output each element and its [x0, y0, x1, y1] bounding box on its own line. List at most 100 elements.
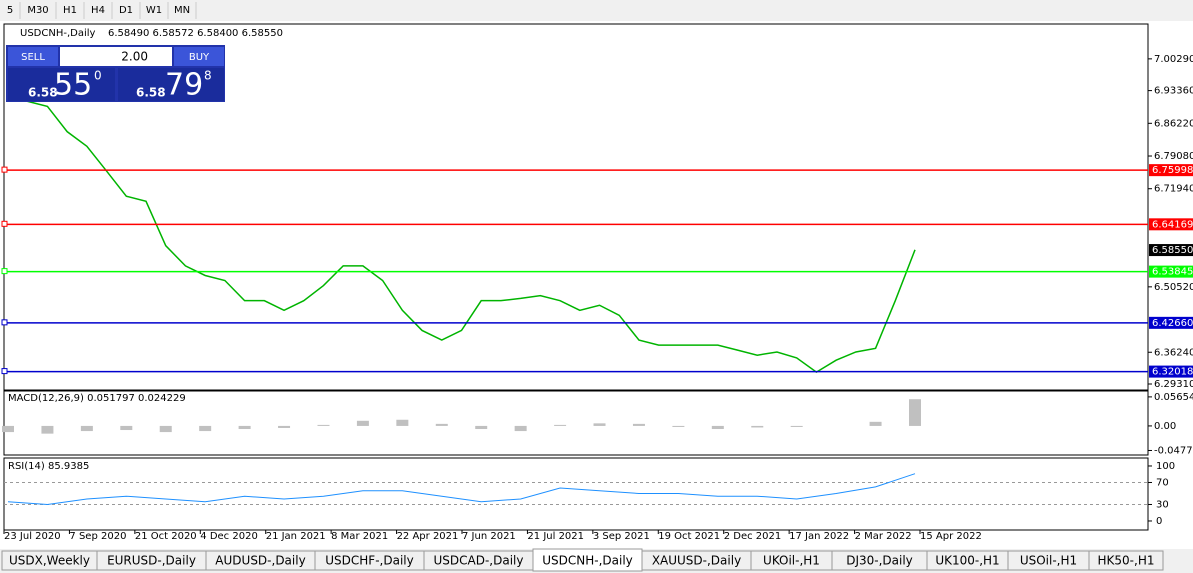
sell[interactable]: SELL — [21, 52, 45, 63]
date-label: 19 Oct 2021 — [658, 531, 720, 542]
macd-bar — [869, 421, 882, 426]
tab-label[interactable]: AUDUSD-,Daily — [215, 554, 305, 568]
symbol: USDCNH-,Daily — [20, 28, 96, 39]
price-label: 6.86220 — [1154, 118, 1193, 129]
macd-bar — [909, 399, 921, 426]
macd-tick-label: 0.00 — [1154, 421, 1176, 432]
current-tag — [1149, 244, 1193, 257]
rsi-tick-label: 70 — [1156, 477, 1169, 488]
macd-tick-label: 0.05654 — [1154, 392, 1193, 403]
timeframe[interactable]: M30 — [27, 5, 48, 16]
volume-box[interactable] — [60, 47, 172, 66]
macd-bar — [790, 425, 803, 427]
level-label: 6.53845 — [1152, 267, 1193, 278]
buy[interactable]: BUY — [189, 52, 210, 63]
rsi-tick-label: 100 — [1156, 461, 1175, 472]
buy-button[interactable] — [174, 47, 224, 66]
macd-bar — [80, 425, 93, 432]
date-label: 3 Sep 2021 — [593, 531, 650, 542]
sell-button[interactable] — [8, 47, 58, 66]
macd-bar — [41, 425, 54, 434]
rsi-label: RSI(14) 85.9385 — [8, 461, 89, 472]
timeframe[interactable]: W1 — [146, 5, 162, 16]
date-label: 2 Dec 2021 — [724, 531, 782, 542]
tab-label[interactable]: USDX,Weekly — [9, 554, 90, 568]
price-line — [7, 96, 916, 374]
macd-bar — [593, 423, 606, 426]
macd-bar — [278, 425, 291, 428]
timeframe[interactable]: H4 — [91, 5, 105, 16]
trade-panel: SELL 2.00 BUY 6.58 55 0 6.58 79 8 — [6, 45, 225, 103]
date-label: 21 Jan 2021 — [266, 531, 326, 542]
rsi-line — [7, 473, 916, 505]
timeframe[interactable]: 5 — [7, 5, 13, 16]
sell-sup: 0 — [94, 69, 102, 83]
tab-label[interactable]: HK50-,H1 — [1098, 554, 1155, 568]
level-label: 6.32018 — [1152, 367, 1193, 378]
macd-bar — [159, 425, 172, 433]
tab-label[interactable]: USOil-,H1 — [1020, 554, 1077, 568]
ohlc: 6.58490 6.58572 6.58400 6.58550 — [108, 28, 283, 39]
level-tag — [1149, 316, 1193, 329]
price-label: 6.29310 — [1154, 379, 1193, 390]
price-label: 6.93360 — [1154, 86, 1193, 97]
price-label: 6.50520 — [1154, 282, 1193, 293]
date-label: 4 Dec 2020 — [200, 531, 258, 542]
tab-label[interactable]: USDCNH-,Daily — [542, 554, 633, 568]
tab-label[interactable]: UKOil-,H1 — [763, 554, 820, 568]
level-tag — [1149, 265, 1193, 278]
rsi-tick-label: 30 — [1156, 499, 1169, 510]
timeframe[interactable]: H1 — [63, 5, 77, 16]
buy-big: 79 — [165, 68, 203, 103]
macd-bar — [317, 424, 330, 426]
tab-label[interactable]: USDCHF-,Daily — [325, 554, 413, 568]
macd-bar — [396, 419, 409, 426]
macd-bar — [475, 425, 488, 430]
macd-bar — [751, 425, 764, 428]
current-label: 6.58550 — [1152, 245, 1193, 256]
macd-bar — [672, 425, 685, 427]
date-label: 2 Mar 2022 — [855, 531, 912, 542]
buy-base: 6.58 — [136, 86, 166, 100]
tab[interactable] — [1088, 550, 1164, 571]
macd-bar — [554, 424, 567, 426]
tab-label[interactable]: UK100-,H1 — [935, 554, 999, 568]
price-label: 6.79080 — [1154, 151, 1193, 162]
macd-bar — [356, 420, 369, 426]
date-label: 23 Jul 2020 — [4, 531, 61, 542]
level-handle — [1, 319, 8, 326]
macd-bar — [120, 425, 133, 431]
sell-big: 55 — [54, 68, 92, 103]
volume[interactable]: 2.00 — [121, 50, 148, 64]
buy-price-box[interactable] — [118, 68, 224, 101]
level-label: 6.75998 — [1152, 165, 1193, 176]
level-handle — [1, 166, 8, 173]
price-label: 6.36240 — [1154, 347, 1193, 358]
tab-label[interactable]: XAUUSD-,Daily — [652, 554, 741, 568]
timeframe[interactable]: MN — [174, 5, 190, 16]
price-label: 7.00290 — [1154, 54, 1193, 65]
macd-bar — [632, 423, 645, 426]
date-label: 17 Jan 2022 — [789, 531, 849, 542]
rsi-tick-label: 0 — [1156, 516, 1162, 527]
level-handle — [1, 268, 8, 275]
date-label: 7 Jun 2021 — [462, 531, 516, 542]
tab-label[interactable]: USDCAD-,Daily — [434, 554, 524, 568]
date-label: 22 Apr 2021 — [397, 531, 459, 542]
sell-base: 6.58 — [28, 86, 58, 100]
date-label: 15 Apr 2022 — [920, 531, 982, 542]
toolbar — [0, 0, 1193, 21]
date-label: 7 Sep 2020 — [69, 531, 126, 542]
rsi-pane — [3, 457, 1149, 531]
tab-label[interactable]: DJ30-,Daily — [846, 554, 913, 568]
level-handle — [1, 220, 8, 227]
macd-bar — [711, 425, 724, 430]
macd-tick-label: -0.047793 — [1154, 445, 1193, 456]
macd-label: MACD(12,26,9) 0.051797 0.024229 — [8, 393, 186, 404]
timeframe[interactable]: D1 — [119, 5, 133, 16]
tab-label[interactable]: EURUSD-,Daily — [107, 554, 196, 568]
sell-price-box[interactable] — [8, 68, 115, 101]
price-label: 6.71940 — [1154, 184, 1193, 195]
buy-sup: 8 — [204, 69, 212, 83]
